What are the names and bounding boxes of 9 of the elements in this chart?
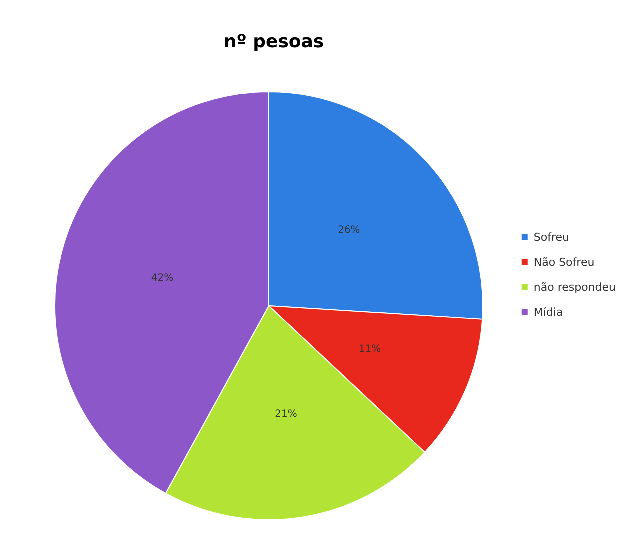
legend-label: não respondeu [534, 281, 616, 294]
data-label: 42% [151, 273, 174, 284]
data-label: 21% [275, 409, 298, 420]
data-label: 11% [358, 344, 382, 356]
legend-label: Não Sofreu [534, 256, 595, 269]
legend-label: Mídia [534, 306, 564, 319]
chart-title: nº pesoas [224, 32, 324, 52]
data-label: 26% [338, 225, 360, 236]
legend-label: Sofreu [534, 231, 570, 244]
